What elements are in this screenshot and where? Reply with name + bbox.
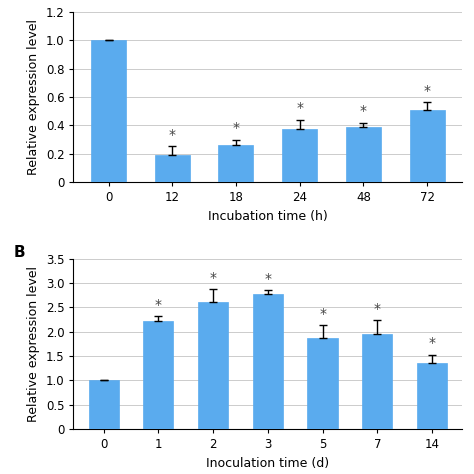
- Y-axis label: Relative expression level: Relative expression level: [27, 266, 40, 422]
- X-axis label: Inoculation time (d): Inoculation time (d): [206, 456, 329, 470]
- Bar: [417, 363, 447, 429]
- Bar: [253, 294, 283, 429]
- Bar: [362, 334, 392, 429]
- Bar: [346, 127, 381, 182]
- Y-axis label: Relative expression level: Relative expression level: [27, 19, 40, 175]
- X-axis label: Incubation time (h): Incubation time (h): [208, 210, 328, 223]
- Text: *: *: [232, 121, 239, 135]
- Text: *: *: [169, 128, 176, 142]
- Bar: [143, 321, 173, 429]
- Bar: [155, 155, 190, 182]
- Bar: [219, 145, 254, 182]
- Bar: [198, 302, 228, 429]
- Text: *: *: [428, 336, 436, 350]
- Bar: [308, 337, 337, 429]
- Text: *: *: [360, 104, 367, 118]
- Text: *: *: [424, 84, 430, 98]
- Bar: [91, 40, 126, 182]
- Text: *: *: [374, 302, 381, 316]
- Text: *: *: [319, 307, 326, 320]
- Bar: [89, 380, 118, 429]
- Text: *: *: [264, 272, 271, 286]
- Text: *: *: [296, 101, 303, 116]
- Text: *: *: [155, 298, 162, 312]
- Bar: [282, 129, 317, 182]
- Text: B: B: [13, 245, 25, 260]
- Text: *: *: [210, 271, 217, 284]
- Bar: [410, 110, 445, 182]
